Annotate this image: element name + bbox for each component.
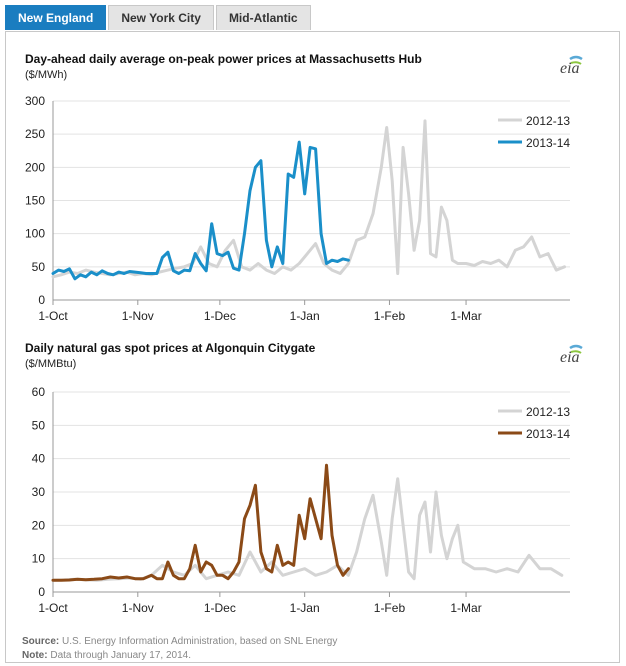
y-tick-label: 60: [32, 385, 46, 399]
legend-label: 2012-13: [526, 405, 570, 419]
x-tick-label: 1-Feb: [374, 601, 406, 615]
source-label: Source:: [22, 636, 60, 647]
y-tick-label: 300: [25, 94, 45, 108]
y-axis-unit: ($/MMBtu): [25, 358, 76, 370]
tab-mid-atlantic[interactable]: Mid-Atlantic: [215, 5, 311, 30]
y-tick-label: 0: [38, 293, 45, 307]
x-tick-label: 1-Mar: [450, 601, 481, 615]
series-line-2013-14: [51, 463, 350, 582]
x-tick-label: 1-Feb: [374, 309, 406, 323]
data-note: Note: Data through January 17, 2014.: [22, 650, 191, 661]
x-tick-label: 1-Nov: [122, 309, 154, 323]
source-note: Source: U.S. Energy Information Administ…: [22, 636, 337, 647]
series-line-2013-14: [51, 140, 350, 281]
eia-logo: eia: [560, 349, 580, 366]
eia-logo: eia: [560, 60, 580, 77]
x-tick-label: 1-Oct: [38, 309, 68, 323]
y-tick-label: 250: [25, 127, 45, 141]
y-tick-label: 20: [32, 518, 46, 532]
eia-logo-leaf: [570, 61, 582, 65]
chart-title: Day-ahead daily average on-peak power pr…: [25, 52, 422, 66]
tab-new-york-city[interactable]: New York City: [108, 5, 214, 30]
y-tick-label: 200: [25, 160, 45, 174]
y-tick-label: 100: [25, 227, 45, 241]
note-label: Note:: [22, 650, 48, 661]
eia-logo-swoosh: [569, 55, 583, 61]
chart-title: Daily natural gas spot prices at Algonqu…: [25, 341, 316, 355]
legend-label: 2012-13: [526, 114, 570, 128]
x-tick-label: 1-Jan: [290, 309, 320, 323]
series-line-2012-13: [51, 119, 566, 279]
y-tick-label: 0: [38, 585, 45, 599]
y-tick-label: 150: [25, 194, 45, 208]
series-line-2012-13: [51, 477, 564, 582]
note-text: Data through January 17, 2014.: [50, 650, 191, 661]
y-tick-label: 50: [32, 260, 46, 274]
x-tick-label: 1-Nov: [122, 601, 154, 615]
eia-logo-swoosh: [569, 344, 583, 350]
y-tick-label: 10: [32, 552, 46, 566]
tab-new-england[interactable]: New England: [5, 5, 107, 30]
eia-logo-leaf: [570, 350, 582, 354]
chart-panel: [5, 31, 620, 663]
source-text: U.S. Energy Information Administration, …: [62, 636, 338, 647]
x-tick-label: 1-Dec: [204, 601, 236, 615]
y-tick-label: 40: [32, 452, 46, 466]
y-tick-label: 50: [32, 418, 46, 432]
legend-label: 2013-14: [526, 427, 570, 441]
region-tabs: New England New York City Mid-Atlantic: [5, 5, 313, 31]
y-axis-unit: ($/MWh): [25, 69, 67, 81]
y-tick-label: 30: [32, 485, 46, 499]
legend-label: 2013-14: [526, 136, 570, 150]
x-tick-label: 1-Mar: [450, 309, 481, 323]
x-tick-label: 1-Dec: [204, 309, 236, 323]
x-tick-label: 1-Oct: [38, 601, 68, 615]
x-tick-label: 1-Jan: [290, 601, 320, 615]
